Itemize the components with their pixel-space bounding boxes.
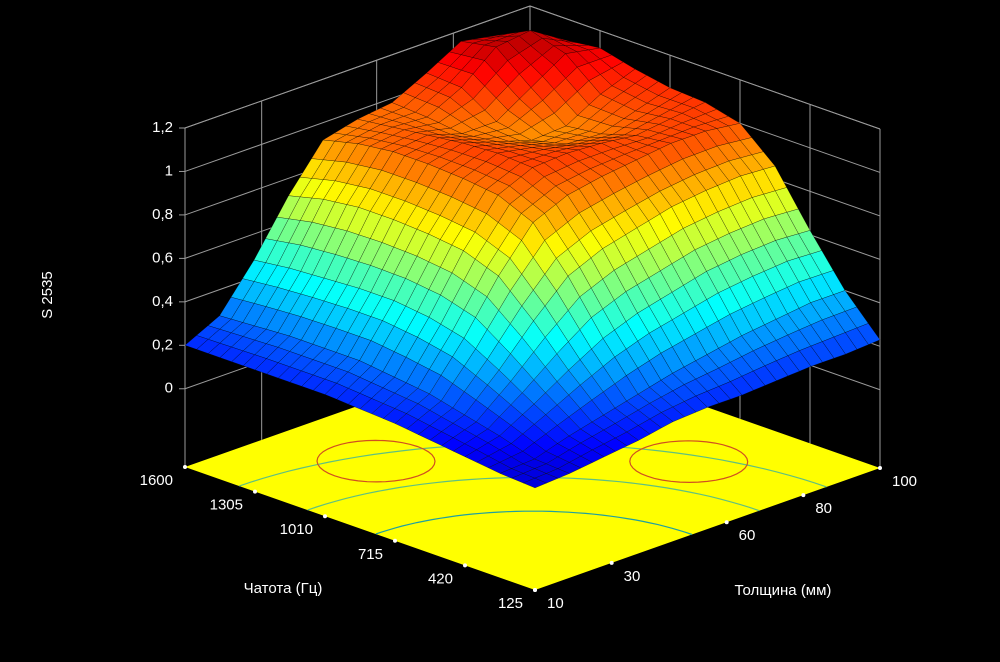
contour-line	[375, 510, 693, 536]
grid-line	[184, 5, 531, 129]
y-tick-label: 125	[498, 595, 523, 612]
tick-mark	[878, 466, 882, 470]
x-tick-label: 100	[892, 473, 917, 490]
y-axis-title: Чатота (Гц)	[244, 580, 323, 597]
z-tick-label: 0,4	[152, 293, 173, 310]
tick-mark	[724, 520, 729, 525]
labels: 0 0,2 0,4 0,6 0,8 1 1,2 10 30 60 80 100 125 420 715 101…	[140, 119, 917, 612]
x-axis-title: Толщина (мм)	[735, 582, 832, 599]
z-tick-label: 1	[165, 162, 173, 179]
tick-mark	[323, 514, 327, 519]
surface-cell	[522, 477, 548, 489]
grid-line	[529, 5, 881, 130]
x-tick-label: 60	[739, 527, 756, 544]
z-tick-label: 0,8	[152, 206, 173, 223]
y-tick-label: 715	[358, 546, 383, 563]
z-tick-label: 0,6	[152, 249, 173, 266]
z-tick-label: 0	[165, 380, 173, 397]
z-tick-label: 1,2	[152, 119, 173, 136]
contour-line	[629, 440, 749, 484]
x-tick-label: 10	[547, 595, 564, 612]
surface	[184, 30, 881, 489]
contour-line	[316, 439, 436, 483]
tick-mark	[253, 489, 257, 494]
z-tick-label: 0,2	[152, 336, 173, 353]
tick-mark	[533, 588, 537, 592]
y-tick-label: 1305	[210, 497, 243, 514]
z-axis-title: S 2535	[39, 271, 56, 319]
tick-mark	[393, 538, 397, 543]
tick-mark	[609, 560, 614, 565]
tick-mark	[801, 493, 806, 498]
y-tick-label: 1010	[280, 521, 313, 538]
x-tick-label: 30	[624, 568, 641, 585]
tick-mark	[463, 563, 467, 568]
y-tick-label: 1600	[140, 472, 173, 489]
x-tick-label: 80	[815, 500, 832, 517]
tick-mark	[183, 465, 187, 469]
y-tick-label: 420	[428, 570, 453, 587]
